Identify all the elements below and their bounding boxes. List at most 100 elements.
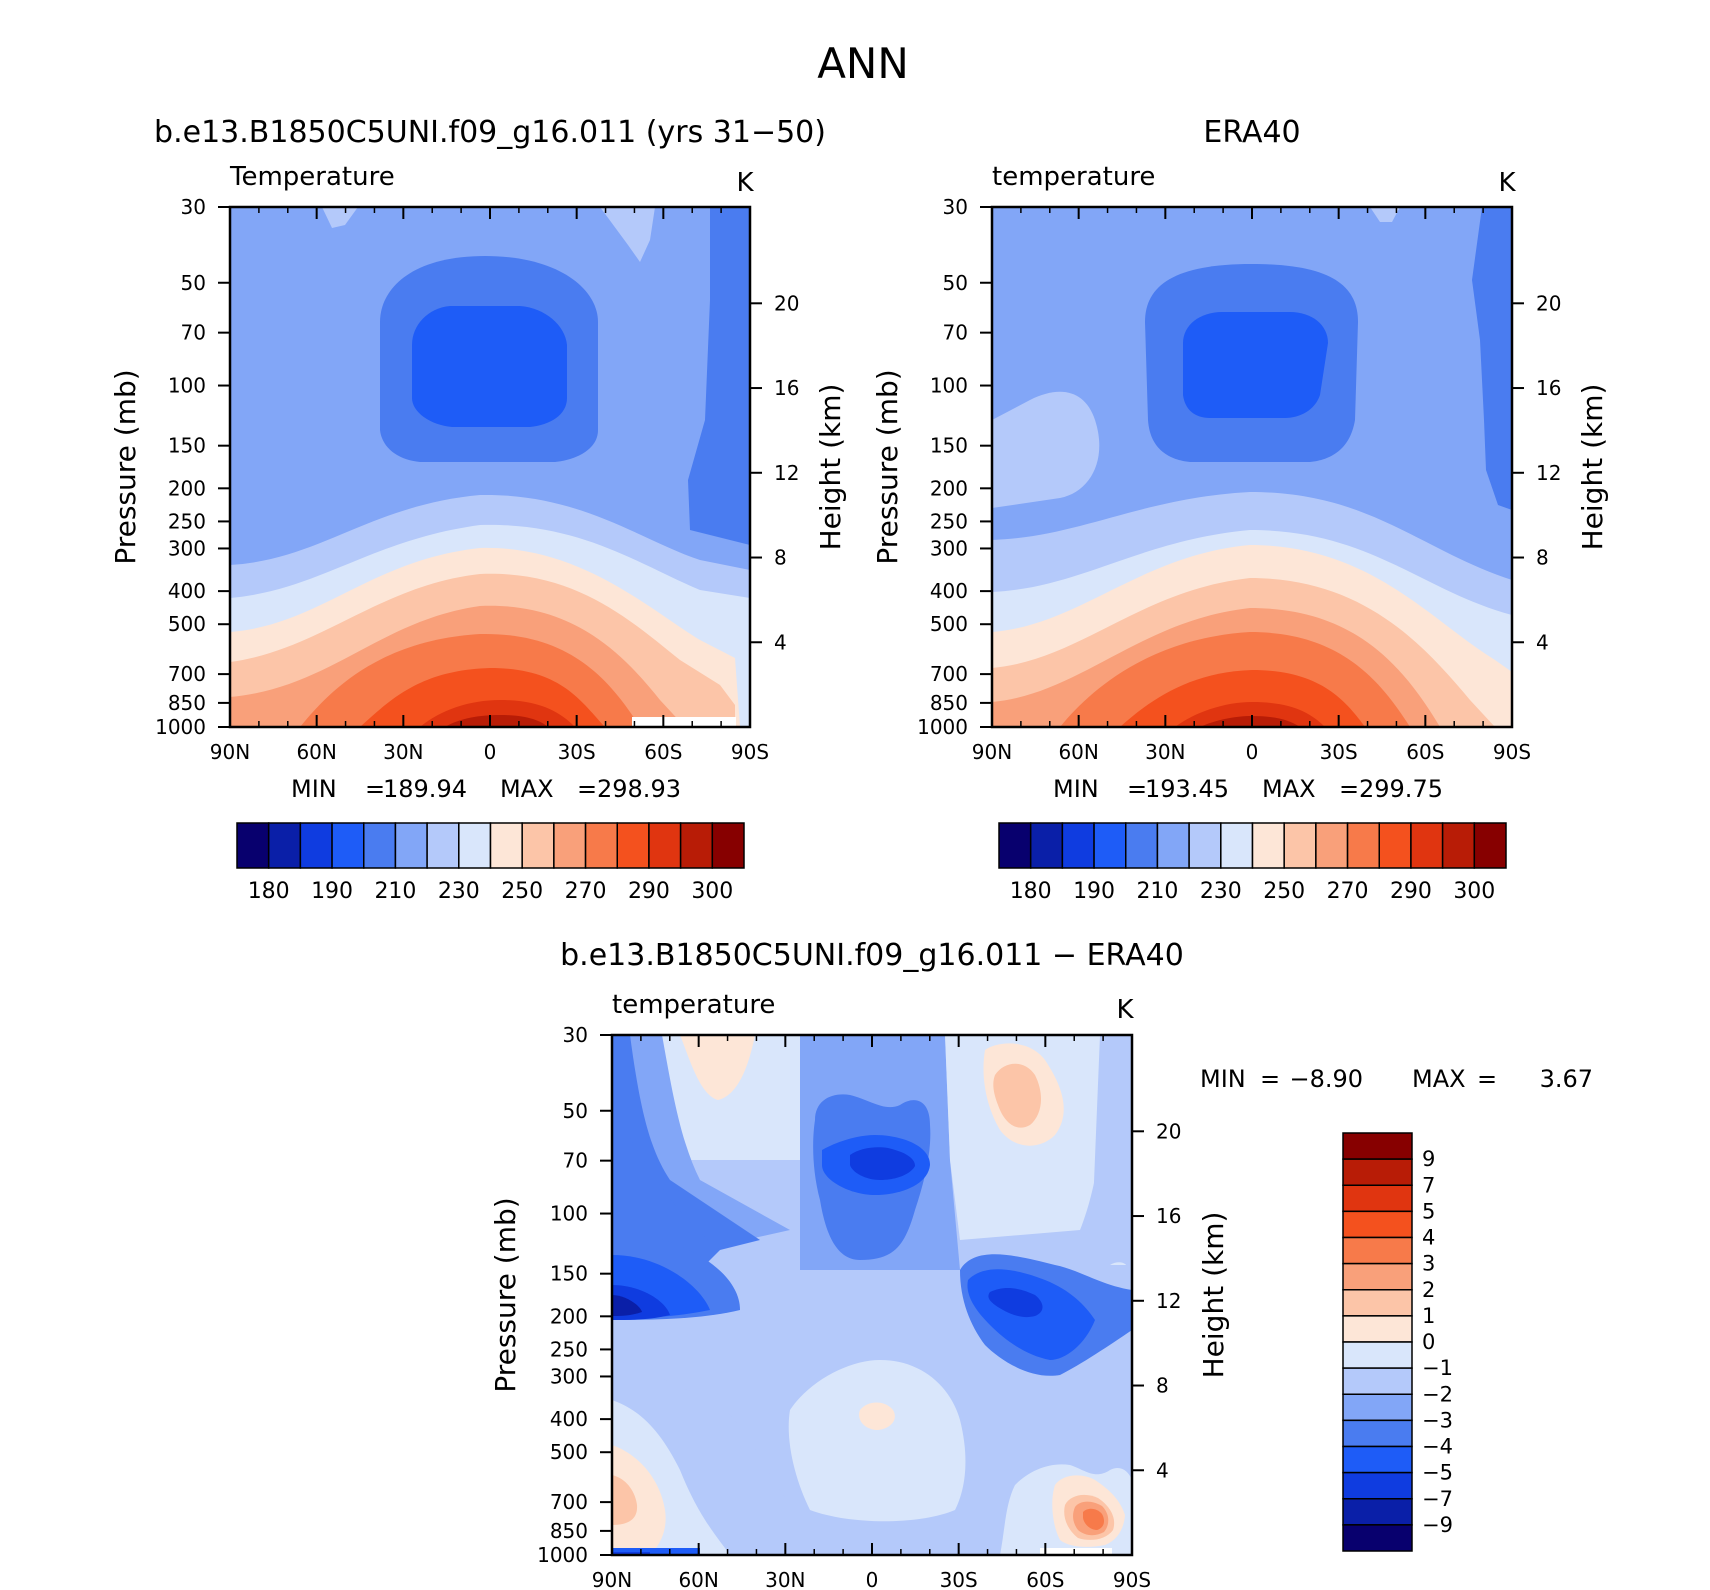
- colorbar-box: [1346, 822, 1380, 869]
- lat-tick-label: 90S: [731, 740, 769, 764]
- colorbar-box: [236, 822, 270, 869]
- pressure-tick-label: 700: [930, 662, 968, 686]
- height-tick-label: 16: [1156, 1204, 1181, 1228]
- colorbar-tick-label: −5: [1422, 1461, 1453, 1485]
- lat-tick-label: 90N: [592, 1568, 632, 1590]
- colorbar-box: [1188, 822, 1222, 869]
- panel-diff-field: [612, 1035, 1132, 1555]
- panel-diff-title: b.e13.B1850C5UNI.f09_g16.011 − ERA40: [560, 938, 1184, 973]
- colorbar-tick-label: 190: [1073, 879, 1115, 904]
- height-tick-label: 16: [774, 376, 799, 400]
- colorbar-box: [331, 822, 365, 869]
- lat-tick-label: 90N: [210, 740, 250, 764]
- panel-obs-variable-label: temperature: [992, 162, 1155, 192]
- colorbar-box: [711, 822, 745, 869]
- height-tick-label: 8: [1156, 1374, 1169, 1398]
- colorbar-box: [1125, 822, 1159, 869]
- panel-obs-max-label: MAX: [1262, 775, 1316, 803]
- colorbar-tick-label: 300: [691, 879, 733, 904]
- height-tick-label: 8: [1536, 546, 1549, 570]
- lat-tick-label: 60S: [1026, 1568, 1064, 1590]
- colorbar-tick-label: 1: [1422, 1304, 1435, 1328]
- panel-model: b.e13.B1850C5UNI.f09_g16.011 (yrs 31−50)…: [109, 115, 847, 904]
- height-tick-label: 4: [1156, 1458, 1169, 1482]
- colorbar-tick-label: 3: [1422, 1252, 1435, 1276]
- colorbar-box: [1342, 1289, 1413, 1317]
- panel-model-ylabel-right: Height (km): [814, 384, 847, 551]
- colorbar-box: [1342, 1210, 1413, 1239]
- colorbar-box: [1342, 1498, 1413, 1526]
- panel-diff-max-value: 3.67: [1540, 1065, 1593, 1093]
- lat-tick-label: 30N: [383, 740, 423, 764]
- colorbar-box: [648, 822, 682, 869]
- pressure-tick-label: 500: [168, 612, 206, 636]
- colorbar-tick-label: 4: [1422, 1226, 1435, 1250]
- colorbar-tick-label: 210: [374, 879, 416, 904]
- colorbar-box: [363, 822, 397, 869]
- pressure-tick-label: 250: [930, 509, 968, 533]
- pressure-tick-label: 200: [168, 476, 206, 500]
- pressure-tick-label: 30: [181, 195, 206, 219]
- height-tick-label: 16: [1536, 376, 1561, 400]
- panel-diff-ylabel: Pressure (mb): [489, 1197, 522, 1392]
- pressure-tick-label: 300: [168, 536, 206, 560]
- panel-diff-variable-label: temperature: [612, 990, 775, 1020]
- colorbar-box: [299, 822, 333, 869]
- panel-model-units: K: [736, 168, 754, 198]
- panel-obs-units: K: [1498, 168, 1516, 198]
- pressure-tick-label: 50: [943, 271, 968, 295]
- pressure-tick-label: 100: [168, 374, 206, 398]
- colorbar-box: [1473, 822, 1507, 869]
- colorbar-box: [458, 822, 492, 869]
- pressure-tick-label: 700: [550, 1490, 588, 1514]
- pressure-tick-label: 850: [550, 1519, 588, 1543]
- lat-tick-label: 90N: [972, 740, 1012, 764]
- lat-tick-label: 30S: [940, 1568, 978, 1590]
- panel-model-ylabel: Pressure (mb): [109, 369, 142, 564]
- panel-diff: b.e13.B1850C5UNI.f09_g16.011 − ERA40: [489, 938, 1593, 1590]
- pressure-tick-label: 70: [181, 321, 206, 345]
- pressure-tick-label: 30: [563, 1023, 588, 1047]
- colorbar-tick-label: 290: [1390, 879, 1432, 904]
- panel-model-title: b.e13.B1850C5UNI.f09_g16.011 (yrs 31−50): [154, 115, 826, 150]
- colorbar-box: [1315, 822, 1349, 869]
- pressure-tick-label: 100: [930, 374, 968, 398]
- colorbar-box: [998, 822, 1032, 869]
- pressure-tick-label: 150: [930, 434, 968, 458]
- lat-tick-label: 60N: [678, 1568, 718, 1590]
- pressure-tick-label: 30: [943, 195, 968, 219]
- pressure-tick-label: 1000: [917, 715, 968, 739]
- pressure-tick-label: 400: [930, 579, 968, 603]
- colorbar-tick-label: 250: [1263, 879, 1305, 904]
- lat-tick-label: 90S: [1113, 1568, 1151, 1590]
- colorbar-box: [1342, 1419, 1413, 1448]
- colorbar-tick-label: 0: [1422, 1330, 1435, 1354]
- colorbar-box: [267, 822, 302, 869]
- colorbar-tick-label: 230: [1200, 879, 1242, 904]
- lat-tick-label: 0: [484, 740, 497, 764]
- colorbar-tick-label: 270: [565, 879, 607, 904]
- pressure-tick-label: 50: [181, 271, 206, 295]
- panel-diff-max-label: MAX: [1412, 1065, 1466, 1093]
- pressure-tick-label: 1000: [537, 1543, 588, 1567]
- pressure-tick-label: 500: [930, 612, 968, 636]
- height-tick-label: 20: [1156, 1119, 1181, 1143]
- height-tick-label: 20: [774, 291, 799, 315]
- pressure-tick-label: 250: [550, 1337, 588, 1361]
- panel-obs-min-value: 193.45: [1145, 775, 1229, 803]
- pressure-tick-label: 300: [550, 1364, 588, 1388]
- colorbar-box: [1283, 822, 1317, 869]
- panel-model-field: [230, 207, 750, 727]
- panel-model-min-label: MIN: [291, 775, 337, 803]
- panel-model-variable-label: Temperature: [229, 162, 395, 192]
- colorbar-tick-label: −7: [1422, 1487, 1453, 1511]
- colorbar-tick-label: −1: [1422, 1356, 1453, 1380]
- colorbar-box: [489, 822, 523, 869]
- colorbar-tick-label: 7: [1422, 1173, 1435, 1197]
- height-tick-label: 12: [1156, 1289, 1181, 1313]
- pressure-tick-label: 850: [168, 691, 206, 715]
- lat-tick-label: 60N: [1058, 740, 1098, 764]
- panel-model-eq-2: =: [577, 775, 597, 803]
- colorbar-box: [1410, 822, 1444, 869]
- lat-tick-label: 30N: [1145, 740, 1185, 764]
